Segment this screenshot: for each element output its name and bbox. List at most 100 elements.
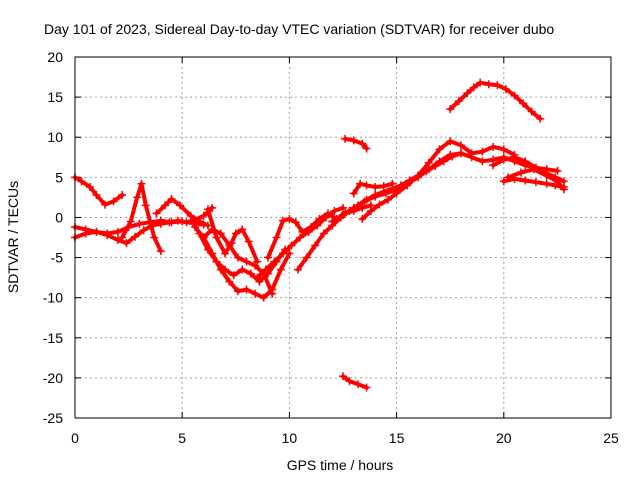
data-point [131, 232, 140, 241]
y-tick-label: -15 [43, 330, 63, 346]
data-point [199, 233, 208, 242]
data-point [186, 211, 195, 220]
data-point [371, 192, 380, 201]
y-tick-label: -5 [51, 250, 64, 266]
data-point [345, 377, 354, 386]
data-point [510, 91, 519, 100]
data-point [358, 215, 367, 224]
data-point [362, 181, 371, 190]
data-point [227, 239, 236, 248]
plot-frame [74, 56, 612, 419]
data-point [362, 383, 371, 392]
data-point [296, 233, 305, 242]
data-point [203, 205, 212, 214]
x-tick-label: 10 [282, 430, 298, 446]
data-point [493, 81, 502, 90]
y-tick-label: 0 [55, 209, 63, 225]
data-point [263, 253, 272, 262]
series-track-o [349, 179, 397, 198]
data-point [113, 235, 122, 244]
data-point [238, 225, 247, 234]
x-tick-label: 0 [71, 430, 79, 446]
data-point [278, 216, 287, 225]
data-point [424, 158, 433, 167]
data-point [238, 265, 247, 274]
data-point [92, 227, 101, 236]
series-track-p [341, 134, 371, 153]
data-point [285, 215, 294, 224]
data-point [191, 223, 200, 232]
data-point [167, 218, 176, 227]
data-point [456, 141, 465, 150]
data-point [133, 193, 142, 202]
data-point [216, 229, 225, 238]
data-point [341, 134, 350, 143]
data-point [510, 153, 519, 162]
data-point [195, 229, 204, 238]
data-series [71, 78, 568, 392]
series-line [360, 139, 517, 221]
data-point [384, 195, 393, 204]
data-point [242, 285, 251, 294]
x-axis-label: GPS time / hours [287, 457, 394, 473]
series-track-e [152, 194, 212, 230]
data-point [446, 137, 455, 146]
data-point [360, 197, 369, 206]
data-point [366, 207, 375, 216]
chart-title: Day 101 of 2023, Sidereal Day-to-day VTE… [44, 21, 554, 37]
data-point [529, 165, 538, 174]
y-tick-label: 10 [47, 129, 63, 145]
data-point [199, 211, 208, 220]
data-point [101, 200, 110, 209]
data-point [454, 97, 463, 106]
data-point [499, 155, 508, 164]
series-track-d [118, 179, 165, 256]
data-point [212, 233, 221, 242]
data-point [559, 185, 568, 194]
x-tick-label: 15 [389, 430, 405, 446]
data-point [371, 182, 380, 191]
data-point [139, 226, 148, 235]
series-line [296, 151, 463, 272]
data-point [501, 85, 510, 94]
data-point [176, 201, 185, 210]
data-point [311, 241, 320, 250]
data-point [270, 257, 279, 266]
data-point [77, 177, 86, 186]
data-point [152, 209, 161, 218]
series-line [341, 374, 369, 390]
data-point [375, 200, 384, 209]
data-point [521, 157, 530, 166]
data-point [302, 253, 311, 262]
data-point [456, 149, 465, 158]
data-point [358, 203, 367, 212]
series-track-r [489, 153, 568, 186]
data-point [403, 181, 412, 190]
data-point [259, 293, 268, 302]
data-point [253, 257, 262, 266]
data-point [463, 89, 472, 98]
data-point [339, 203, 347, 212]
series-line [448, 80, 543, 121]
y-axis-label: SDTVAR / TECUs [5, 181, 21, 293]
data-point [349, 189, 358, 198]
data-point [150, 233, 159, 242]
data-point [221, 249, 230, 258]
data-point [231, 229, 240, 238]
y-tick-label: 20 [47, 49, 63, 65]
data-point [291, 218, 300, 227]
data-point [272, 233, 281, 242]
data-point [349, 136, 358, 145]
data-point [499, 177, 508, 186]
data-point [122, 239, 131, 248]
data-point [542, 171, 551, 180]
data-point [489, 161, 498, 170]
data-point [242, 257, 251, 266]
data-point [113, 227, 122, 236]
data-point [306, 223, 315, 232]
data-point [435, 145, 444, 154]
data-point [203, 245, 212, 254]
data-point [484, 80, 493, 89]
data-point [203, 221, 212, 230]
